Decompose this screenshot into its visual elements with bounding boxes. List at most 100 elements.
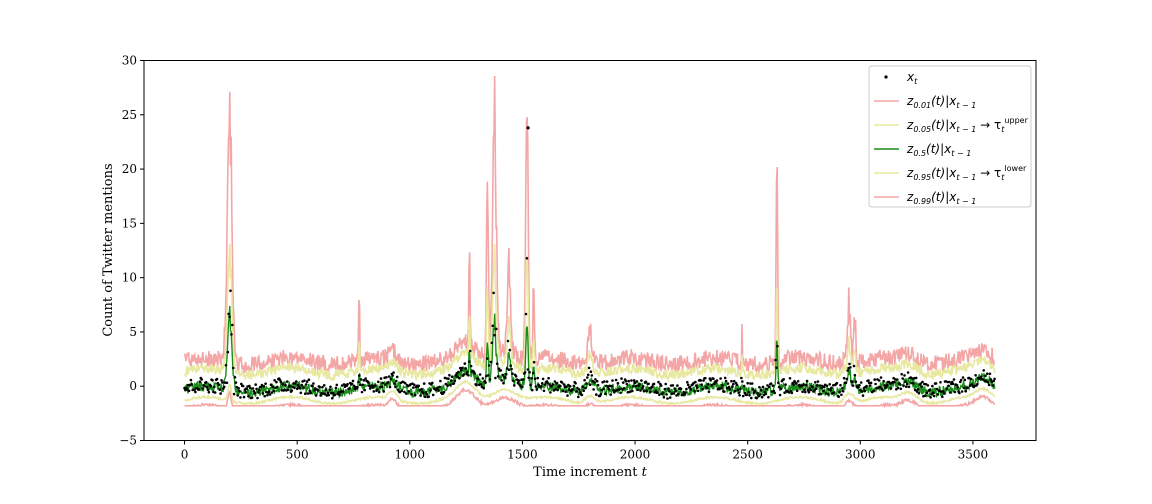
scatter-point: [486, 357, 489, 360]
scatter-point: [268, 393, 272, 396]
scatter-point: [696, 389, 700, 393]
scatter-point: [707, 390, 711, 394]
scatter-point: [671, 384, 675, 387]
scatter-point: [422, 382, 426, 385]
scatter-point: [536, 376, 539, 380]
scatter-point: [914, 376, 918, 380]
scatter-point: [828, 383, 831, 386]
scatter-point: [438, 385, 441, 389]
scatter-point: [228, 315, 231, 319]
scatter-point: [564, 390, 567, 394]
scatter-point: [504, 372, 508, 376]
scatter-point: [732, 379, 736, 383]
series-layer: [183, 75, 996, 409]
scatter-point: [919, 382, 922, 385]
scatter-point: [877, 379, 881, 382]
scatter-point: [756, 391, 759, 395]
scatter-point: [293, 386, 296, 390]
scatter-point: [673, 387, 676, 390]
scatter-point: [412, 386, 415, 389]
scatter-point: [895, 388, 898, 391]
scatter-point: [739, 387, 742, 391]
y-tick-label: 0: [129, 379, 137, 393]
scatter-point: [932, 391, 935, 395]
scatter-point: [211, 379, 214, 382]
scatter-point: [457, 370, 460, 374]
scatter-point: [571, 388, 575, 391]
scatter-point: [453, 379, 457, 383]
scatter-point: [270, 391, 274, 394]
scatter-point: [874, 382, 877, 386]
scatter-point: [604, 392, 607, 396]
scatter-point: [508, 348, 512, 352]
scatter-point: [516, 381, 520, 385]
scatter-point: [256, 396, 259, 400]
scatter-point: [896, 386, 900, 390]
scatter-point: [634, 384, 638, 388]
scatter-point: [618, 387, 621, 391]
scatter-point: [590, 374, 594, 377]
scatter-point: [393, 382, 396, 385]
scatter-point: [906, 371, 910, 374]
scatter-point: [341, 390, 345, 393]
scatter-point: [362, 379, 366, 382]
scatter-point: [635, 380, 639, 383]
scatter-point: [742, 384, 746, 388]
scatter-point: [865, 384, 868, 388]
scatter-point: [934, 382, 938, 385]
scatter-point: [720, 386, 723, 390]
scatter-point: [327, 393, 331, 397]
scatter-point: [495, 327, 498, 331]
scatter-point: [384, 383, 387, 386]
scatter-point: [413, 393, 417, 397]
y-tick-label: 10: [122, 271, 137, 285]
scatter-point: [989, 378, 993, 381]
scatter-point: [229, 289, 232, 293]
scatter-point: [458, 376, 461, 380]
y-tick-label: 15: [122, 216, 137, 230]
scatter-point: [942, 392, 946, 395]
scatter-point: [484, 381, 487, 384]
scatter-point: [318, 385, 322, 389]
scatter-point: [931, 384, 934, 388]
scatter-point: [767, 395, 770, 399]
scatter-point: [584, 386, 587, 390]
scatter-point: [247, 395, 250, 398]
scatter-point: [727, 385, 731, 389]
scatter-point: [462, 373, 466, 376]
scatter-point: [309, 391, 313, 395]
scatter-point: [284, 383, 287, 387]
scatter-point: [258, 388, 261, 392]
x-axis-label: Time increment t: [533, 465, 647, 480]
scatter-point: [491, 324, 495, 328]
scatter-point: [286, 388, 290, 392]
scatter-point: [222, 385, 226, 389]
legend-label: xt: [906, 70, 918, 86]
scatter-point: [816, 380, 820, 383]
scatter-point: [723, 376, 727, 380]
scatter-point: [663, 387, 667, 391]
scatter-point: [807, 390, 811, 394]
scatter-point: [768, 385, 771, 389]
scatter-point: [886, 383, 889, 387]
scatter-point: [952, 378, 956, 381]
scatter-point: [553, 380, 557, 383]
scatter-point: [541, 377, 545, 381]
scatter-point: [454, 374, 458, 377]
scatter-point: [368, 387, 372, 390]
scatter-point: [704, 376, 707, 380]
scatter-point: [640, 379, 643, 382]
scatter-point: [969, 377, 973, 381]
y-tick-label: −5: [119, 434, 137, 448]
scatter-point: [446, 384, 449, 388]
scatter-point: [481, 377, 485, 380]
scatter-point: [593, 381, 596, 384]
scatter-point: [845, 377, 849, 381]
scatter-point: [305, 380, 309, 383]
scatter-point: [750, 396, 753, 400]
scatter-point: [782, 378, 785, 381]
scatter-point: [764, 392, 767, 396]
scatter-point: [238, 389, 241, 393]
scatter-point: [674, 389, 677, 393]
scatter-point: [712, 377, 715, 381]
